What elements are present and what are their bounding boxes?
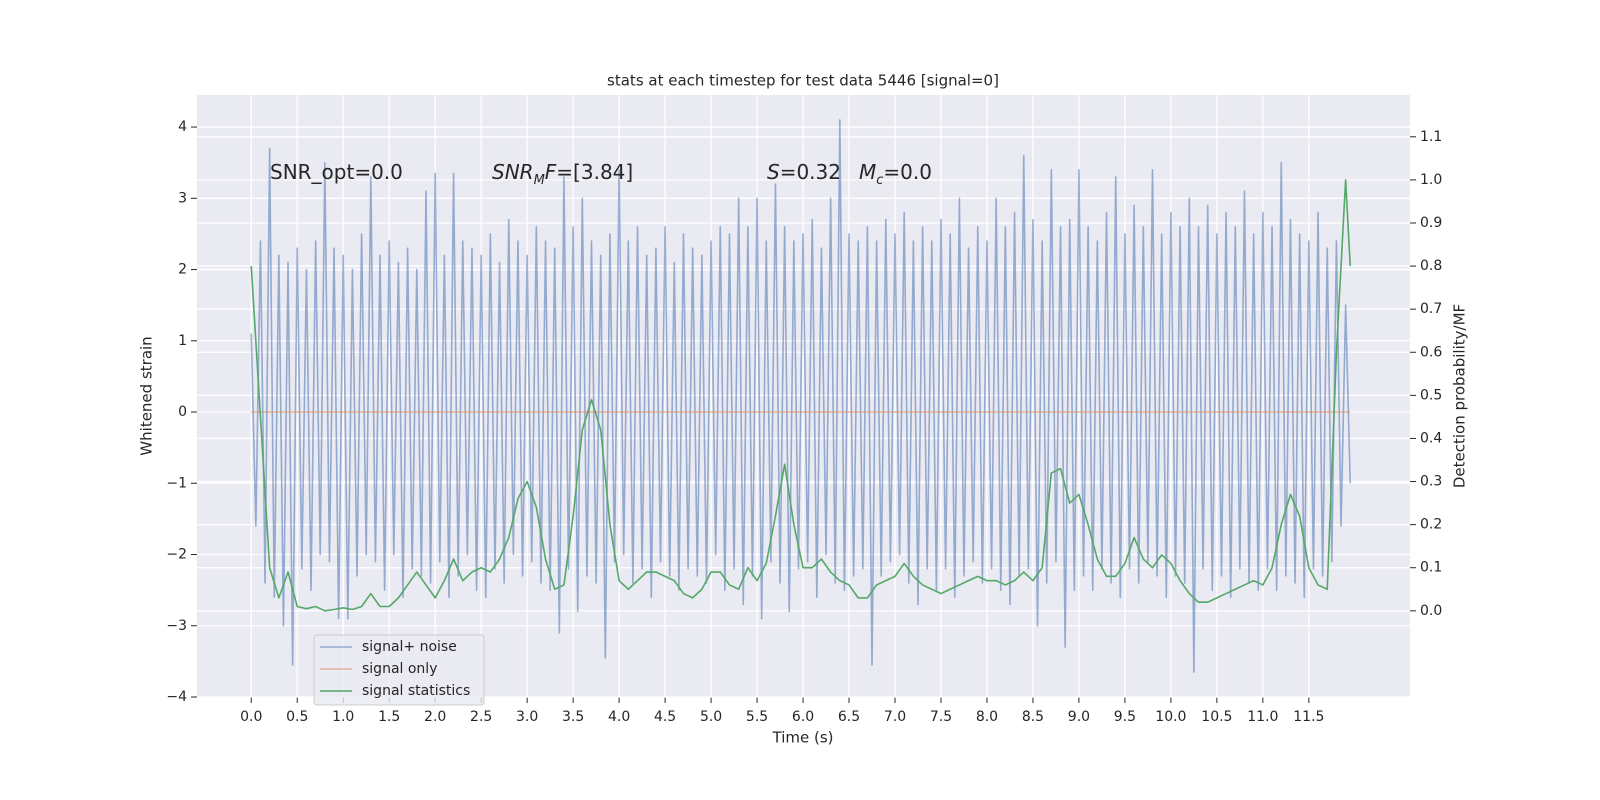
- x-tick-label: 3.0: [516, 709, 538, 725]
- y-axis-label: Whitened strain: [138, 336, 156, 455]
- x-tick-label: 11.0: [1247, 709, 1278, 725]
- y-tick-label: 3: [178, 190, 187, 206]
- y2-tick-label: 0.0: [1420, 603, 1442, 619]
- legend-box: [313, 634, 485, 706]
- x-tick-label: 11.5: [1293, 709, 1324, 725]
- x-tick-label: 0.5: [286, 709, 308, 725]
- y2-tick-label: 0.5: [1420, 387, 1442, 403]
- x-tick-label: 2.0: [424, 709, 446, 725]
- annotation-part: M: [534, 173, 545, 188]
- x-tick-label: 2.5: [470, 709, 492, 725]
- x-axis-label: Time (s): [772, 729, 834, 747]
- y-tick-label: −1: [166, 475, 187, 491]
- annotation-part: c: [876, 173, 883, 188]
- y2-tick-label: 0.6: [1420, 344, 1442, 360]
- y-tick-label: 4: [178, 119, 187, 135]
- annotation: SNR_opt=0.0: [270, 160, 403, 184]
- x-tick-label: 10.5: [1201, 709, 1232, 725]
- x-tick-label: 10.0: [1155, 709, 1186, 725]
- x-tick-label: 1.5: [378, 709, 400, 725]
- y2-tick-label: 0.1: [1420, 560, 1442, 576]
- y-tick-label: 1: [178, 333, 187, 349]
- y2-tick-label: 0.9: [1420, 215, 1442, 231]
- x-tick-label: 1.0: [332, 709, 354, 725]
- legend-label: signal+ noise: [362, 639, 457, 655]
- annotation-part: =[3.84]: [556, 160, 633, 184]
- y2-tick-label: 0.8: [1420, 258, 1442, 274]
- x-tick-label: 8.5: [1022, 709, 1044, 725]
- annotation-part: =0.0: [883, 160, 932, 184]
- series-line: [250, 119, 1352, 673]
- annotation-part: S: [767, 160, 780, 184]
- x-tick-label: 9.0: [1068, 709, 1090, 725]
- legend-label: signal statistics: [362, 683, 470, 699]
- x-tick-label: 7.5: [930, 709, 952, 725]
- x-tick-label: 0.0: [240, 709, 262, 725]
- x-tick-label: 5.0: [700, 709, 722, 725]
- annotation: S=0.32: [767, 160, 841, 184]
- legend-label: signal only: [362, 661, 437, 677]
- series-line: [250, 179, 1352, 612]
- annotation-part: F: [545, 160, 557, 184]
- x-tick-label: 4.0: [608, 709, 630, 725]
- annotation-part: M: [859, 160, 876, 184]
- x-tick-label: 9.5: [1114, 709, 1136, 725]
- x-tick-label: 5.5: [746, 709, 768, 725]
- x-tick-label: 6.5: [838, 709, 860, 725]
- y2-tick-label: 0.3: [1420, 474, 1442, 490]
- x-tick-label: 8.0: [976, 709, 998, 725]
- y2-tick-label: 0.2: [1420, 517, 1442, 533]
- y2-tick-label: 1.1: [1420, 129, 1442, 145]
- annotation-part: SNR: [492, 160, 534, 184]
- x-tick-label: 7.0: [884, 709, 906, 725]
- annotation: Mc=0.0: [859, 160, 932, 189]
- x-tick-label: 4.5: [654, 709, 676, 725]
- y-tick-label: 0: [178, 404, 187, 420]
- y-tick-label: −3: [166, 618, 187, 634]
- x-tick-label: 3.5: [562, 709, 584, 725]
- y2-axis-label: Detection probability/MF: [1451, 304, 1469, 488]
- y2-tick-label: 0.7: [1420, 301, 1442, 317]
- y-tick-label: −4: [166, 689, 187, 705]
- y-tick-label: −2: [166, 547, 187, 563]
- annotation-part: SNR_opt=0.0: [270, 160, 403, 184]
- y2-tick-label: 0.4: [1420, 430, 1442, 446]
- x-tick-label: 6.0: [792, 709, 814, 725]
- annotation-part: =0.32: [780, 160, 841, 184]
- annotation: SNRMF=[3.84]: [492, 160, 633, 189]
- y2-tick-label: 1.0: [1420, 172, 1442, 188]
- chart-title: stats at each timestep for test data 544…: [607, 72, 999, 90]
- y-tick-label: 2: [178, 262, 187, 278]
